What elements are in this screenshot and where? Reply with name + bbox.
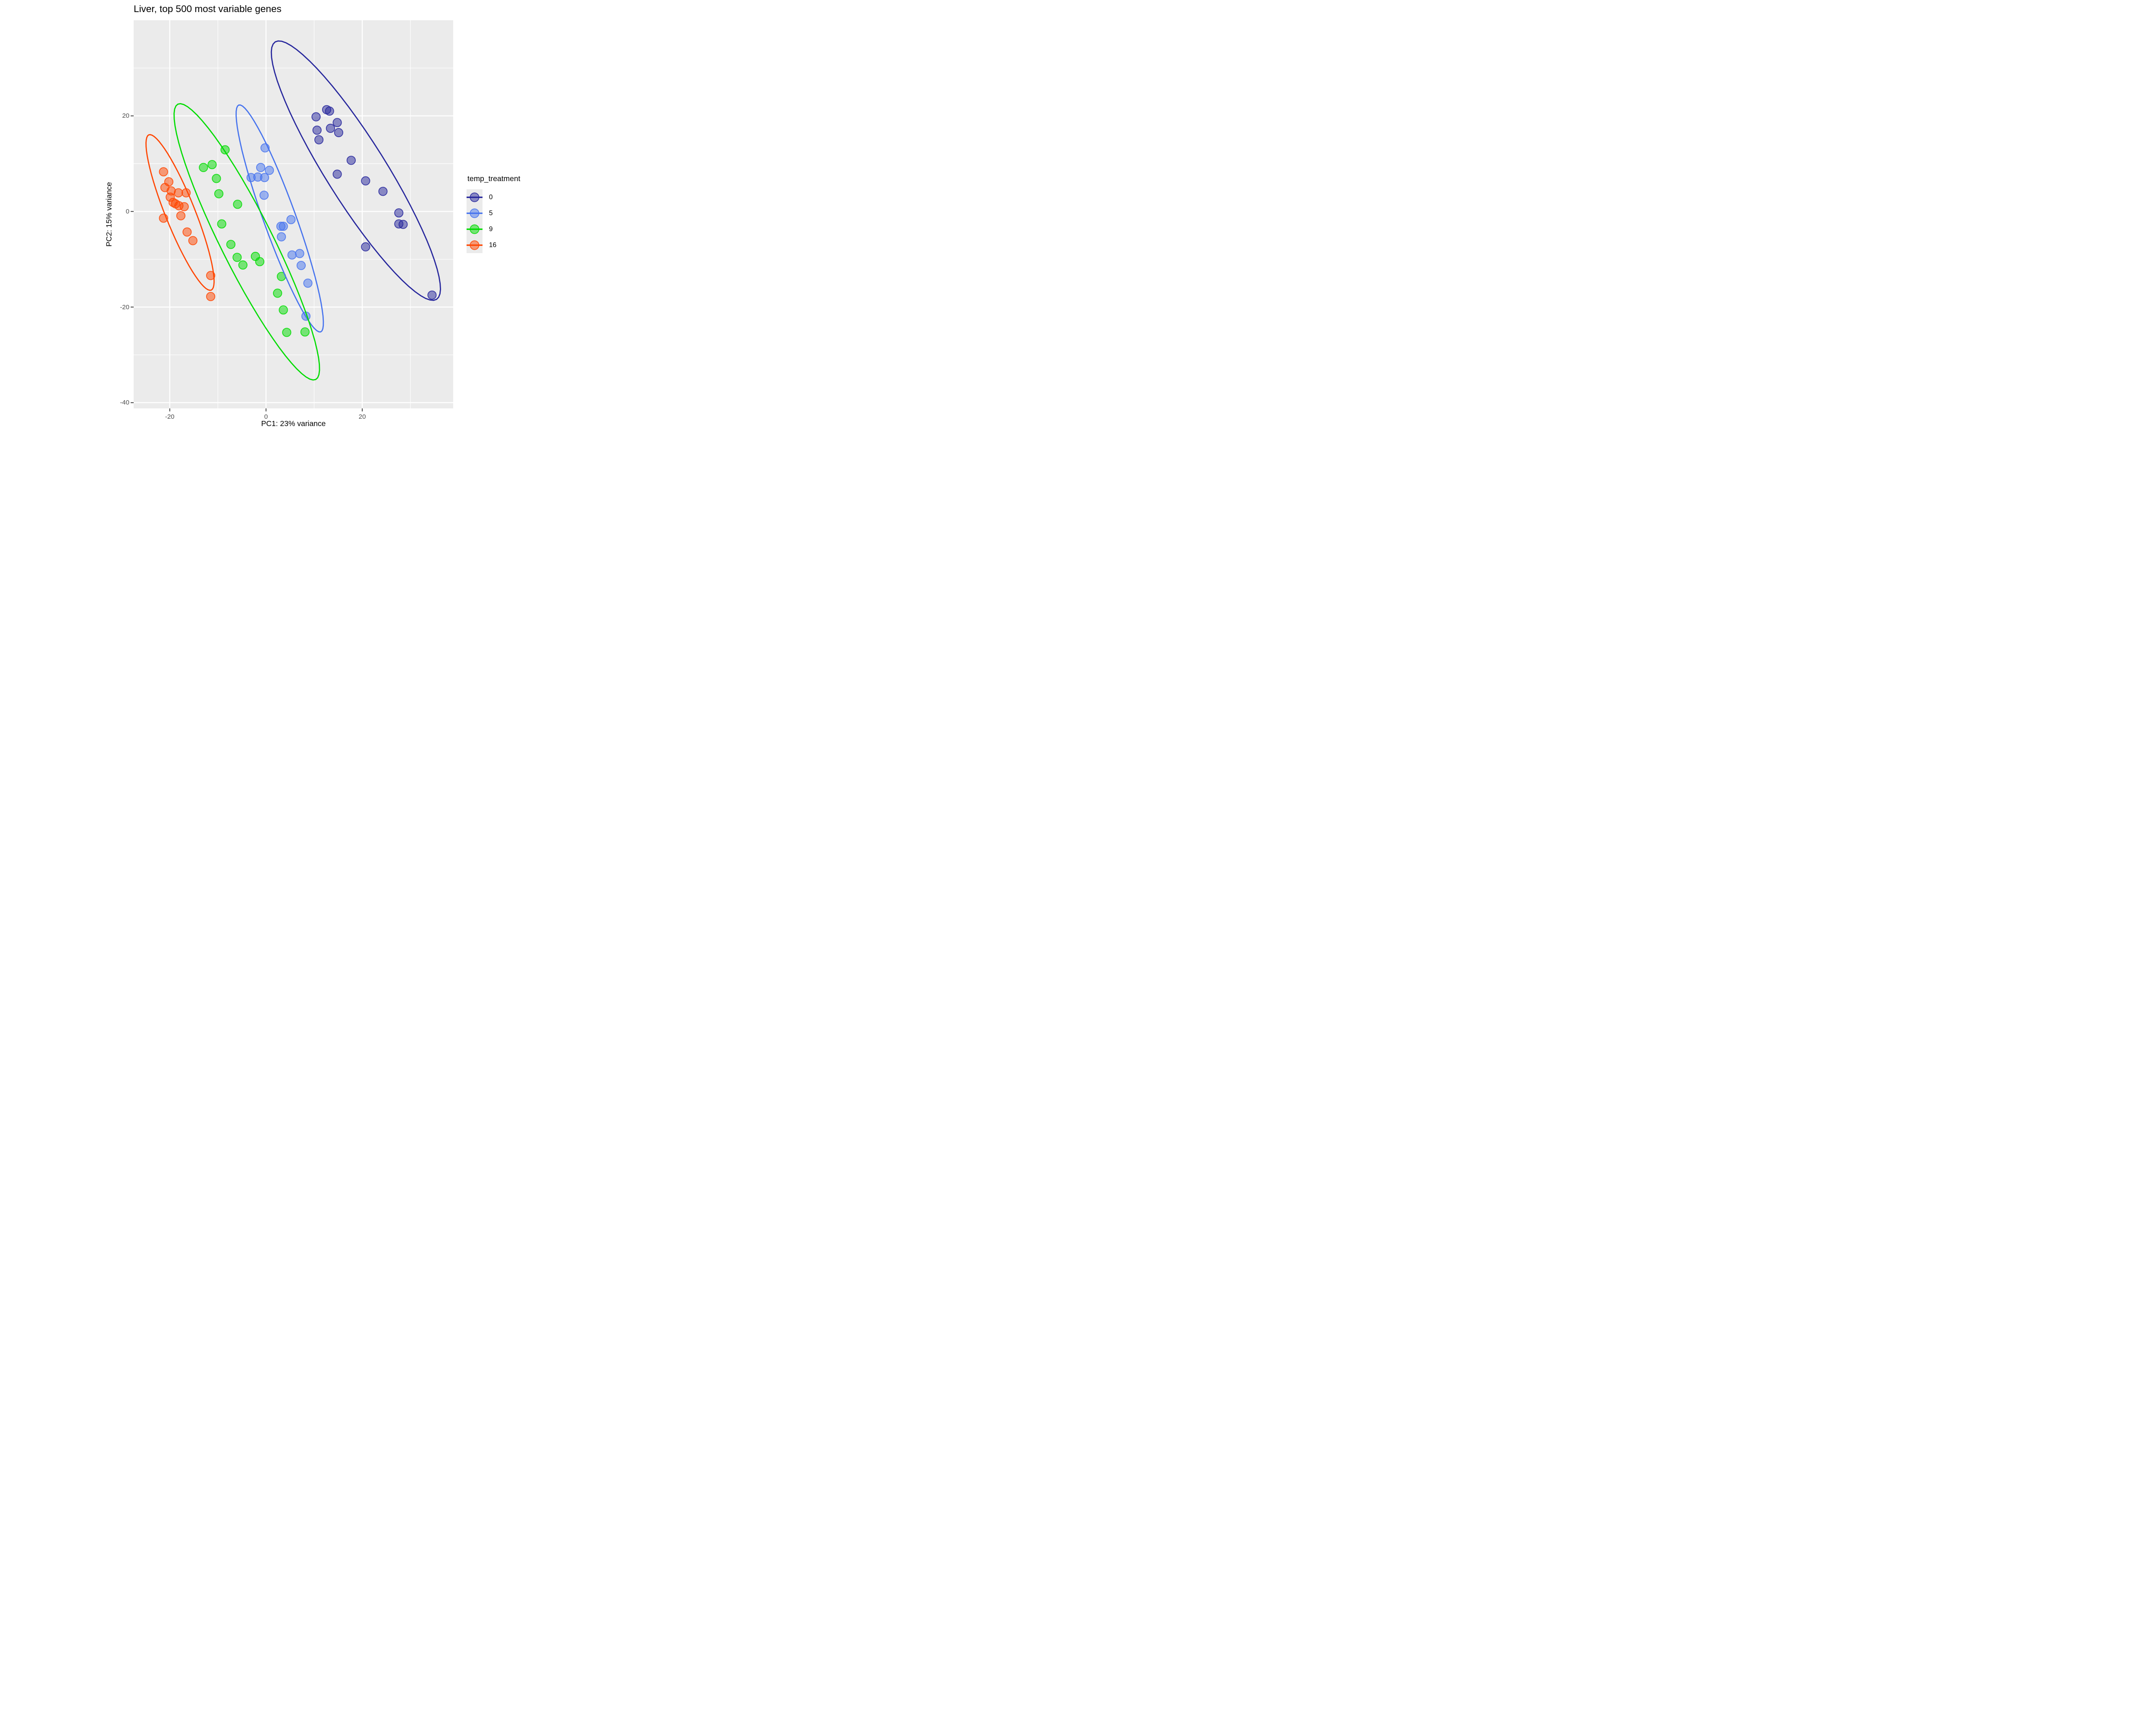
chart-title: Liver, top 500 most variable genes	[134, 3, 282, 14]
data-point-group-0	[394, 208, 404, 218]
data-point-group-5	[296, 260, 306, 270]
legend-items: 0 5 9 16	[467, 189, 520, 253]
x-axis-title: PC1: 23% variance	[261, 419, 326, 428]
y-tick-label: 20	[122, 112, 129, 120]
data-point-group-9	[214, 189, 224, 198]
data-point-group-0	[361, 176, 370, 185]
y-tick-label: -40	[120, 399, 129, 407]
data-point-group-16	[206, 271, 216, 280]
data-point-group-5	[286, 215, 296, 224]
legend-label: 16	[489, 241, 497, 249]
x-tick-label: 20	[358, 413, 366, 420]
data-point-group-9	[279, 305, 288, 315]
data-point-group-16	[179, 202, 189, 211]
confidence-ellipse-16	[145, 134, 215, 291]
data-point-group-9	[207, 160, 217, 169]
legend-key-icon	[467, 221, 483, 237]
data-point-group-5	[295, 249, 304, 258]
data-point-group-0	[427, 290, 437, 300]
legend-item-9: 9	[467, 221, 520, 237]
data-point-group-9	[226, 240, 236, 249]
data-point-group-0	[398, 220, 408, 229]
data-point-group-5	[265, 166, 274, 175]
data-point-group-9	[238, 260, 248, 270]
data-point-group-0	[361, 242, 370, 252]
data-point-group-16	[206, 292, 216, 301]
data-point-group-16	[159, 167, 168, 176]
y-tick-label: -20	[120, 303, 129, 311]
data-point-group-0	[312, 125, 322, 135]
legend-item-16: 16	[467, 237, 520, 253]
confidence-ellipse-0	[270, 40, 441, 301]
data-point-group-9	[300, 327, 310, 337]
confidence-ellipse-9	[173, 103, 320, 381]
x-tick-label: -20	[165, 413, 175, 420]
data-point-group-5	[287, 250, 297, 260]
data-point-group-9	[232, 253, 242, 262]
data-point-group-9	[199, 163, 208, 172]
data-point-group-9	[212, 174, 221, 183]
legend-label: 0	[489, 193, 493, 201]
legend-key-icon	[467, 237, 483, 253]
pca-plot: Liver, top 500 most variable genes PC1: …	[0, 0, 647, 431]
y-tick-label: 0	[125, 207, 129, 215]
data-point-group-0	[326, 123, 335, 133]
data-point-group-5	[259, 191, 269, 200]
data-point-group-9	[217, 219, 226, 229]
data-point-group-9	[233, 200, 242, 209]
plot-canvas	[131, 20, 453, 411]
data-point-group-0	[332, 118, 342, 127]
data-point-group-16	[176, 211, 185, 220]
data-point-group-9	[255, 257, 265, 267]
data-point-group-0	[378, 187, 388, 196]
legend-item-5: 5	[467, 205, 520, 221]
legend-key-icon	[467, 189, 483, 205]
data-point-group-16	[182, 227, 192, 237]
data-point-group-0	[332, 169, 342, 179]
legend-item-0: 0	[467, 189, 520, 205]
data-point-group-5	[276, 232, 286, 242]
data-point-group-16	[188, 236, 197, 245]
data-point-group-0	[325, 107, 334, 116]
data-point-group-0	[346, 156, 356, 165]
legend: temp_treatment 0 5 9 16	[467, 174, 520, 253]
data-point-group-0	[334, 128, 344, 138]
confidence-ellipse-5	[235, 104, 324, 332]
data-point-group-5	[303, 278, 313, 288]
legend-key-icon	[467, 205, 483, 221]
data-point-group-5	[279, 222, 288, 231]
x-tick-label: 0	[264, 413, 268, 420]
data-point-group-16	[174, 188, 183, 198]
data-point-group-0	[311, 112, 321, 122]
legend-label: 9	[489, 225, 493, 233]
legend-label: 5	[489, 209, 493, 217]
data-point-group-5	[256, 163, 266, 172]
data-point-group-5	[260, 173, 270, 182]
data-point-group-0	[314, 135, 324, 144]
data-point-group-9	[273, 289, 282, 298]
data-point-group-9	[282, 328, 291, 337]
legend-title: temp_treatment	[467, 174, 520, 183]
